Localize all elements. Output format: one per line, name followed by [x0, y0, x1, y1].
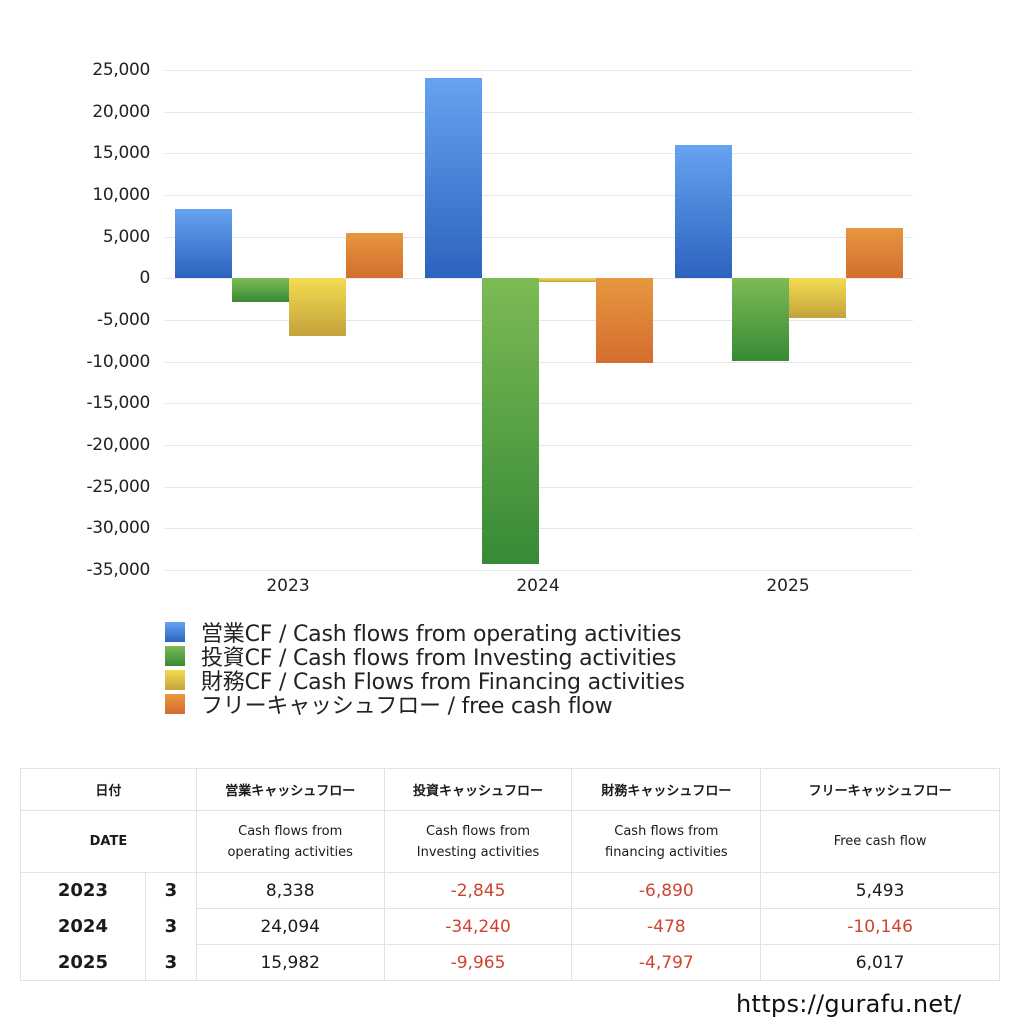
- bar-financing-2023: [289, 278, 346, 336]
- cell-investing: -34,240: [383, 908, 573, 945]
- y-tick-label: 10,000: [92, 185, 150, 205]
- cell-investing: -2,845: [383, 872, 573, 909]
- cell-operating: 8,338: [195, 872, 385, 909]
- gridline: [165, 70, 913, 71]
- chart-legend: 営業CF / Cash flows from operating activit…: [165, 620, 685, 719]
- gridline: [165, 362, 913, 363]
- cell-year: 2025: [20, 944, 146, 981]
- x-tick-label: 2023: [266, 576, 310, 596]
- y-tick-label: -15,000: [86, 393, 150, 413]
- bar-investing-2024: [482, 278, 539, 564]
- bar-operating-2023: [175, 208, 232, 279]
- bar-investing-2023: [232, 278, 289, 303]
- cell-free: 6,017: [760, 944, 1000, 981]
- gridline: [165, 237, 913, 238]
- cell-financing: -478: [571, 908, 762, 945]
- cell-investing: -9,965: [383, 944, 573, 981]
- x-tick-label: 2024: [516, 576, 560, 596]
- bar-free-2023: [346, 232, 403, 279]
- header-operating-jp: 営業キャッシュフロー: [195, 768, 385, 811]
- table-header-jp: 日付 営業キャッシュフロー 投資キャッシュフロー 財務キャッシュフロー フリーキ…: [20, 768, 1000, 811]
- header-investing-en: Cash flows from Investing activities: [383, 810, 573, 873]
- table-row: 2023 3 8,338 -2,845 -6,890 5,493: [20, 872, 1000, 909]
- legend-item-financing: 財務CF / Cash Flows from Financing activit…: [165, 668, 685, 695]
- cell-month: 3: [144, 872, 197, 909]
- cell-financing: -4,797: [571, 944, 762, 981]
- y-tick-label: 15,000: [92, 143, 150, 163]
- cell-year: 2024: [20, 908, 146, 945]
- y-tick-label: -35,000: [86, 560, 150, 580]
- header-free-en: Free cash flow: [760, 810, 1000, 873]
- cash-flow-bar-chart: 25,000 20,000 15,000 10,000 5,000 0 -5,000 -10,…: [86, 60, 913, 596]
- y-tick-label: -30,000: [86, 518, 150, 538]
- bar-operating-2025: [675, 145, 732, 279]
- header-investing-en-line2: Investing activities: [416, 844, 540, 860]
- gridline: [165, 487, 913, 488]
- legend-label-financing: 財務CF / Cash Flows from Financing activit…: [201, 670, 685, 695]
- site-url-link[interactable]: https://gurafu.net/: [736, 990, 962, 1018]
- y-tick-label: -20,000: [86, 435, 150, 455]
- bar-free-2025: [846, 228, 903, 279]
- bar-investing-2025: [732, 278, 789, 362]
- header-date-jp: 日付: [20, 768, 197, 811]
- header-operating-en: Cash flows from operating activities: [195, 810, 385, 873]
- gridline: [165, 320, 913, 321]
- y-tick-label: 0: [139, 268, 150, 288]
- table-header-en: DATE Cash flows from operating activities…: [20, 810, 1000, 873]
- gridline: [165, 528, 913, 529]
- y-tick-label: -5,000: [96, 310, 150, 330]
- legend-item-free: フリーキャッシュフロー / free cash flow: [165, 692, 685, 719]
- cell-free: 5,493: [760, 872, 1000, 909]
- header-date-en: DATE: [20, 810, 197, 873]
- header-operating-en-line2: operating activities: [227, 844, 353, 860]
- header-investing-jp: 投資キャッシュフロー: [383, 768, 573, 811]
- cell-month: 3: [144, 908, 197, 945]
- header-investing-en-line1: Cash flows from: [425, 823, 531, 839]
- legend-item-investing: 投資CF / Cash flows from Investing activit…: [165, 644, 685, 671]
- legend-item-operating: 営業CF / Cash flows from operating activit…: [165, 620, 685, 647]
- cell-month: 3: [144, 944, 197, 981]
- legend-swatch-free: [165, 694, 185, 714]
- header-free-jp: フリーキャッシュフロー: [760, 768, 1000, 811]
- x-tick-label: 2025: [766, 576, 810, 596]
- header-financing-en-line1: Cash flows from: [614, 823, 719, 839]
- y-tick-label: -10,000: [86, 352, 150, 372]
- bar-operating-2024: [425, 77, 482, 279]
- cell-financing: -6,890: [571, 872, 762, 909]
- legend-swatch-operating: [165, 622, 185, 642]
- gridline: [165, 570, 913, 571]
- y-tick-label: 5,000: [102, 227, 150, 247]
- bar-financing-2024: [539, 278, 596, 283]
- header-financing-en-line2: financing activities: [605, 844, 728, 860]
- cell-operating: 24,094: [195, 908, 385, 945]
- gridline: [165, 112, 913, 113]
- cell-free: -10,146: [760, 908, 1000, 945]
- legend-swatch-investing: [165, 646, 185, 666]
- gridline: [165, 195, 913, 196]
- table-row: 2025 3 15,982 -9,965 -4,797 6,017: [20, 944, 1000, 981]
- cell-operating: 15,982: [195, 944, 385, 981]
- bar-free-2024: [596, 278, 653, 363]
- header-financing-en: Cash flows from financing activities: [571, 810, 762, 873]
- table-row: 2024 3 24,094 -34,240 -478 -10,146: [20, 908, 1000, 945]
- bar-financing-2025: [789, 278, 846, 319]
- y-tick-label: 20,000: [92, 102, 150, 122]
- gridline: [165, 445, 913, 446]
- header-financing-jp: 財務キャッシュフロー: [571, 768, 762, 811]
- legend-label-operating: 営業CF / Cash flows from operating activit…: [201, 622, 682, 647]
- legend-swatch-financing: [165, 670, 185, 690]
- y-tick-label: -25,000: [86, 477, 150, 497]
- y-tick-label: 25,000: [92, 60, 150, 80]
- legend-label-free: フリーキャッシュフロー / free cash flow: [201, 694, 613, 719]
- gridline: [165, 403, 913, 404]
- cash-flow-table: 日付 営業キャッシュフロー 投資キャッシュフロー 財務キャッシュフロー フリーキ…: [20, 768, 1000, 981]
- header-operating-en-line1: Cash flows from: [238, 823, 343, 839]
- gridline: [165, 153, 913, 154]
- legend-label-investing: 投資CF / Cash flows from Investing activit…: [201, 646, 677, 671]
- cell-year: 2023: [20, 872, 146, 909]
